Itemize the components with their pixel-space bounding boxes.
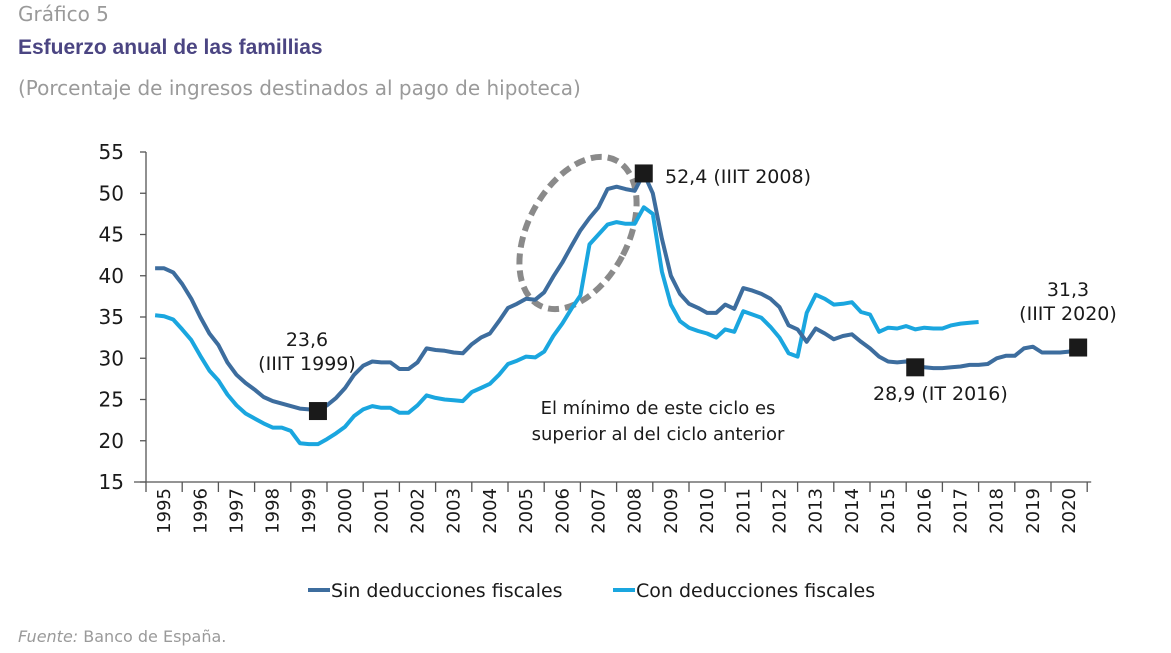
x-tick-label: 2014: [842, 488, 863, 534]
chart-title: Esfuerzo anual de las famillias: [18, 36, 323, 59]
marker-2016: [906, 358, 925, 377]
x-tick-label: 2020: [1059, 488, 1080, 534]
annotation-2020-value: 31,3: [1047, 279, 1089, 301]
x-tick-label: 2002: [408, 488, 429, 534]
x-tick-label: 2016: [914, 488, 935, 534]
annotation-2016: 28,9 (IT 2016): [873, 383, 1008, 405]
annotation-cycle-line1: El mínimo de este ciclo es: [541, 398, 776, 419]
x-tick-label: 1995: [154, 488, 175, 534]
y-tick-label: 15: [99, 470, 124, 494]
x-tick-label: 2019: [1023, 488, 1044, 534]
x-tick-label: 1996: [190, 488, 211, 534]
annotation-2008: 52,4 (IIIT 2008): [665, 166, 811, 188]
chart-subtitle: (Porcentaje de ingresos destinados al pa…: [18, 76, 581, 100]
x-tick-label: 2003: [444, 488, 465, 534]
x-tick-label: 2008: [625, 488, 646, 534]
y-tick-label: 40: [99, 264, 124, 288]
x-tick-label: 2007: [589, 488, 610, 534]
x-tick-label: 2006: [552, 488, 573, 534]
annotation-1999-period: (IIIT 1999): [258, 353, 356, 375]
x-tick-label: 2018: [987, 488, 1008, 534]
x-tick-label: 2000: [335, 488, 356, 534]
annotation-1999-value: 23,6: [286, 329, 328, 351]
x-tick-label: 1997: [227, 488, 248, 534]
x-tick-label: 2015: [878, 488, 899, 534]
annotation-cycle-line2: superior al del ciclo anterior: [532, 424, 785, 445]
annotation-2020-period: (IIIT 2020): [1019, 303, 1117, 325]
legend-label-sin: Sin deducciones fiscales: [331, 580, 563, 602]
source-text: Banco de España.: [78, 627, 227, 646]
marker-2008: [634, 164, 653, 183]
marker-2020: [1069, 338, 1088, 357]
x-tick-label: 2004: [480, 488, 501, 534]
y-tick-label: 45: [99, 223, 124, 247]
x-tick-label: 2013: [806, 488, 827, 534]
x-tick-label: 2010: [697, 488, 718, 534]
chart-kicker: Gráfico 5: [18, 2, 109, 26]
source-label: Fuente:: [18, 627, 79, 646]
x-tick-label: 2001: [371, 488, 392, 534]
x-tick-label: 2009: [661, 488, 682, 534]
y-tick-label: 25: [99, 388, 124, 412]
series-line-con-deducciones: [154, 205, 979, 447]
x-tick-label: 2005: [516, 488, 537, 534]
y-tick-label: 35: [99, 305, 124, 329]
series-line-sin-deducciones: [155, 171, 1080, 413]
source-note: Fuente: Banco de España.: [18, 627, 226, 646]
x-tick-label: 1998: [263, 488, 284, 534]
x-tick-label: 2017: [951, 488, 972, 534]
x-tick-label: 2012: [770, 488, 791, 534]
legend-label-con: Con deducciones fiscales: [636, 580, 875, 602]
y-tick-label: 55: [99, 140, 124, 164]
y-tick-label: 50: [99, 181, 124, 205]
legend: Sin deducciones fiscales Con deducciones…: [308, 580, 875, 602]
y-tick-label: 20: [99, 429, 124, 453]
x-tick-label: 2011: [733, 488, 754, 534]
x-tick-label: 1999: [299, 488, 320, 534]
y-tick-label: 30: [99, 346, 124, 370]
marker-1999: [308, 402, 327, 421]
